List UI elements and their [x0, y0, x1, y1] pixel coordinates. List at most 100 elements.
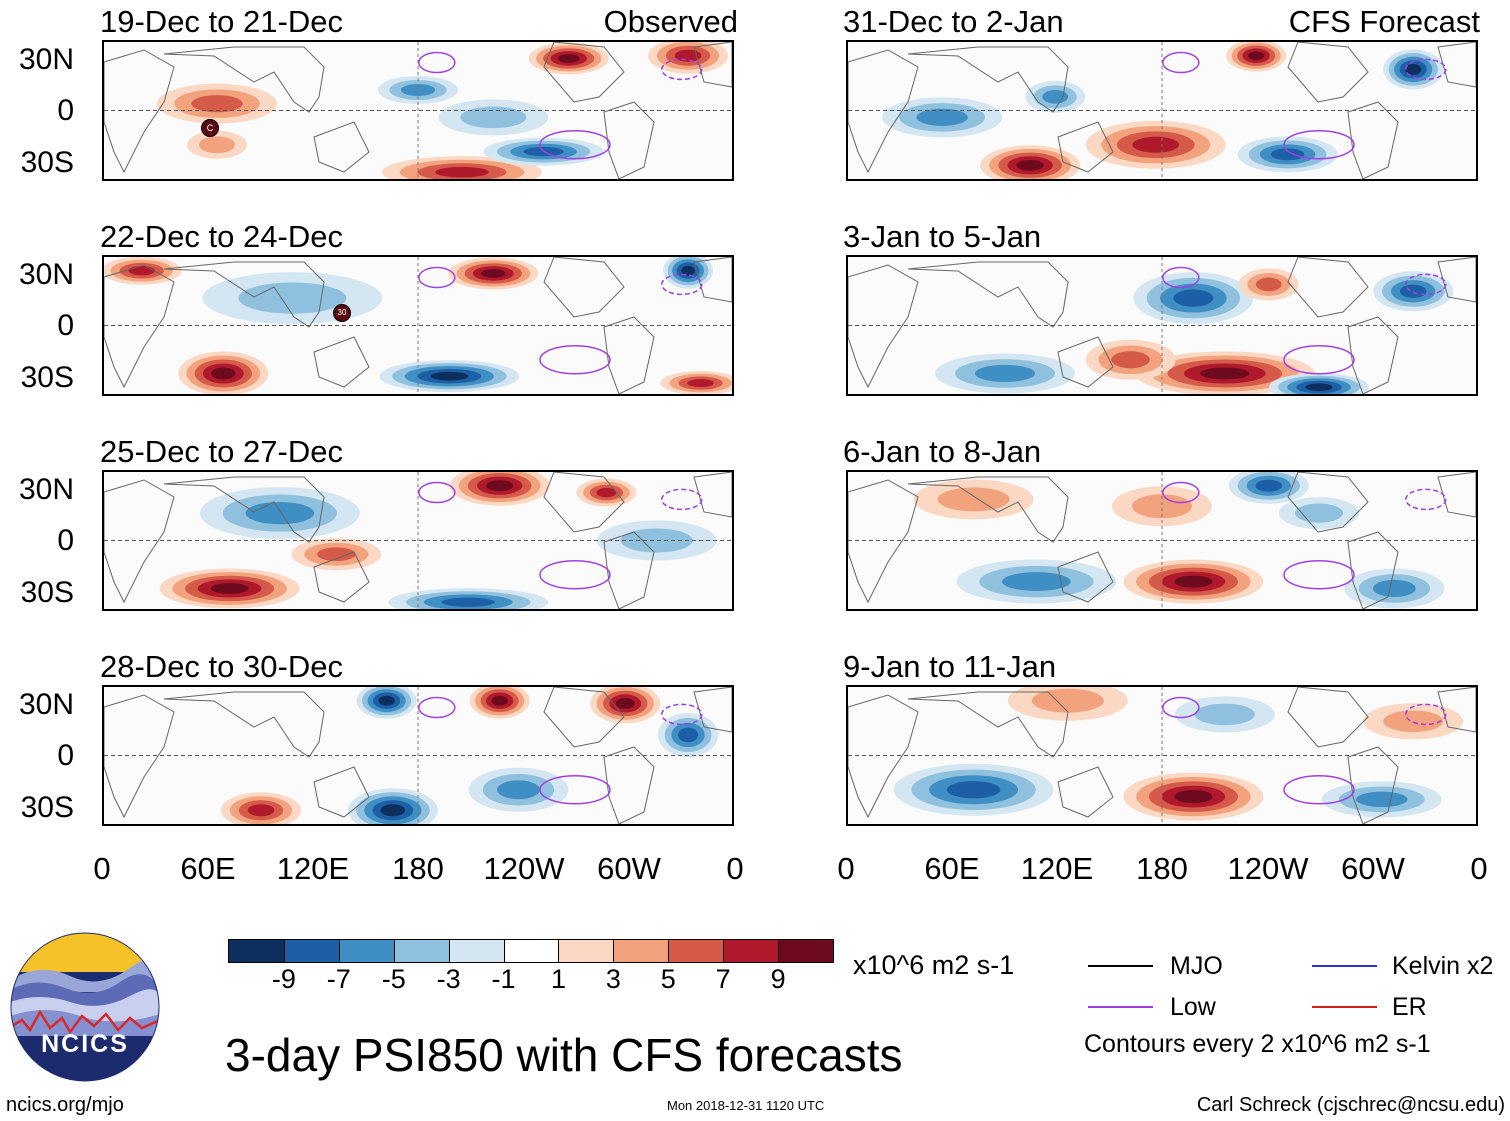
low-contour	[661, 488, 703, 511]
colorbar-tick-label: 3	[605, 964, 621, 994]
panel-title-8: 9-Jan to 11-Jan	[843, 649, 1057, 684]
low-contour	[1283, 560, 1355, 590]
continent-outline	[848, 694, 919, 819]
low-contour	[539, 345, 611, 375]
continent-outline	[1437, 257, 1476, 303]
x-label: 0	[93, 851, 111, 886]
x-label: 180	[1136, 851, 1188, 886]
anomaly-contour	[1356, 791, 1408, 808]
anomaly-contour	[687, 379, 714, 388]
low-contour	[661, 703, 703, 726]
low-contour	[418, 266, 456, 289]
continent-outline	[163, 46, 325, 113]
anomaly-contour	[191, 95, 243, 113]
anomaly-contour	[937, 487, 1010, 512]
anomaly-contour	[1248, 51, 1265, 61]
continent-outline	[313, 336, 370, 388]
continent-outline	[1057, 551, 1114, 603]
continent-outline	[603, 531, 655, 609]
y-label-30s: 30S	[20, 576, 74, 609]
colorbar-tick-label: 1	[550, 964, 566, 994]
continent-outline	[907, 261, 1069, 328]
anomaly-contour	[1111, 351, 1150, 369]
anomaly-contour	[460, 106, 527, 129]
low-contour	[1162, 696, 1200, 719]
anomaly-contour	[491, 695, 508, 706]
colorbar-swatch	[778, 940, 834, 962]
low-contour	[1162, 51, 1200, 74]
panel-title-2: 22-Dec to 24-Dec	[100, 219, 343, 254]
low-legend-label: Low	[1170, 993, 1216, 1021]
anomaly-contour	[975, 364, 1035, 383]
continent-outline	[1437, 687, 1476, 733]
continent-outline	[543, 257, 625, 318]
continent-outline	[543, 687, 625, 748]
tc-marker-2: 30	[333, 304, 351, 322]
anomaly-contour	[1174, 790, 1213, 804]
y-label-eq: 0	[57, 94, 74, 127]
anomaly-contour	[596, 487, 617, 498]
continent-outline	[848, 479, 919, 604]
low-legend-line	[1088, 1006, 1153, 1008]
map-panel-observed-2	[102, 255, 734, 396]
low-contour	[1162, 266, 1200, 289]
colorbar-units: x10^6 m2 s-1	[853, 950, 1015, 980]
continent-outline	[1057, 766, 1114, 818]
y-label-30n: 30N	[18, 43, 74, 76]
anomaly-contour	[1200, 367, 1250, 380]
map-panel-observed-1	[102, 40, 734, 181]
anomaly-contour	[1016, 159, 1044, 171]
continent-outline	[693, 42, 732, 88]
main-title: 3-day PSI850 with CFS forecasts	[225, 1029, 903, 1081]
continent-outline	[693, 257, 732, 303]
anomaly-contour	[1270, 148, 1305, 161]
x-label: 0	[1470, 851, 1488, 886]
anomaly-contour	[1174, 575, 1213, 588]
footer-url[interactable]: ncics.org/mjo	[6, 1094, 124, 1116]
y-label-30s: 30S	[20, 361, 74, 394]
kelvin-legend-line	[1312, 965, 1377, 967]
low-contour	[1283, 775, 1355, 805]
x-label: 180	[392, 851, 444, 886]
anomaly-contour	[378, 695, 395, 706]
anomaly-contour	[1405, 63, 1422, 75]
x-label: 60E	[924, 851, 980, 886]
low-contour	[1405, 488, 1447, 511]
map-panel-forecast-1	[846, 40, 1478, 181]
anomaly-contour	[497, 780, 540, 800]
colorbar-swatch	[668, 940, 724, 962]
map-panel-observed-3	[102, 470, 734, 611]
anomaly-contour	[1372, 579, 1416, 598]
anomaly-contour	[245, 501, 315, 525]
continent-outline	[104, 479, 175, 604]
mjo-legend-label: MJO	[1170, 952, 1223, 980]
x-label: 120E	[276, 851, 350, 886]
anomaly-contour	[247, 804, 275, 817]
anomaly-contour	[317, 547, 356, 562]
y-label-eq: 0	[57, 524, 74, 557]
panel-title-7: 6-Jan to 8-Jan	[843, 434, 1042, 469]
colorbar-tick-label: -5	[381, 964, 406, 994]
anomaly-contour	[441, 597, 495, 607]
low-contour	[539, 560, 611, 590]
continent-outline	[1347, 316, 1399, 394]
logo-text: NCICS	[41, 1030, 129, 1058]
colorbar-tick-label: -7	[326, 964, 351, 994]
anomaly-contour	[946, 781, 1001, 799]
footer-timestamp: Mon 2018-12-31 1120 UTC	[667, 1098, 825, 1113]
x-label: 0	[837, 851, 855, 886]
y-label-30n: 30N	[18, 258, 74, 291]
low-contour	[661, 58, 703, 81]
continent-outline	[1287, 472, 1369, 533]
colorbar-swatch	[503, 940, 559, 962]
psi850-anomaly-field	[104, 257, 732, 394]
colorbar-swatch	[448, 940, 505, 962]
continent-outline	[313, 551, 370, 603]
x-label: 60W	[1341, 851, 1405, 886]
colorbar-swatch	[229, 940, 285, 962]
low-contour	[1283, 345, 1355, 375]
colorbar-swatch	[613, 940, 669, 962]
low-contour	[418, 51, 456, 74]
panel-title-1: 19-Dec to 21-Dec	[100, 4, 343, 39]
continent-outline	[907, 691, 1069, 758]
